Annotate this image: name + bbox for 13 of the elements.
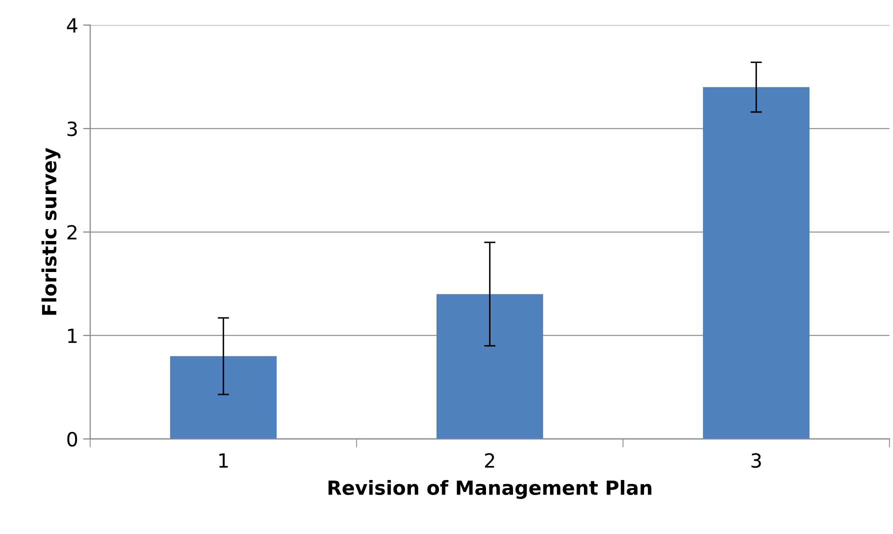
y-tick-label: 1 — [68, 328, 77, 343]
y-tick-label: 2 — [67, 224, 76, 240]
bar — [702, 87, 810, 439]
x-tick-label: 3 — [752, 453, 761, 468]
y-axis-title: Floristic survey — [41, 148, 60, 315]
y-tick-label: 0 — [67, 432, 78, 447]
bar — [436, 294, 544, 439]
x-tick-label: 2 — [485, 453, 494, 468]
y-tick-label: 3 — [68, 122, 77, 136]
y-tick-label: 4 — [66, 18, 78, 32]
x-tick-label: 1 — [219, 453, 228, 468]
x-axis-title: Revision of Management Plan — [328, 480, 652, 499]
bar — [170, 356, 277, 439]
